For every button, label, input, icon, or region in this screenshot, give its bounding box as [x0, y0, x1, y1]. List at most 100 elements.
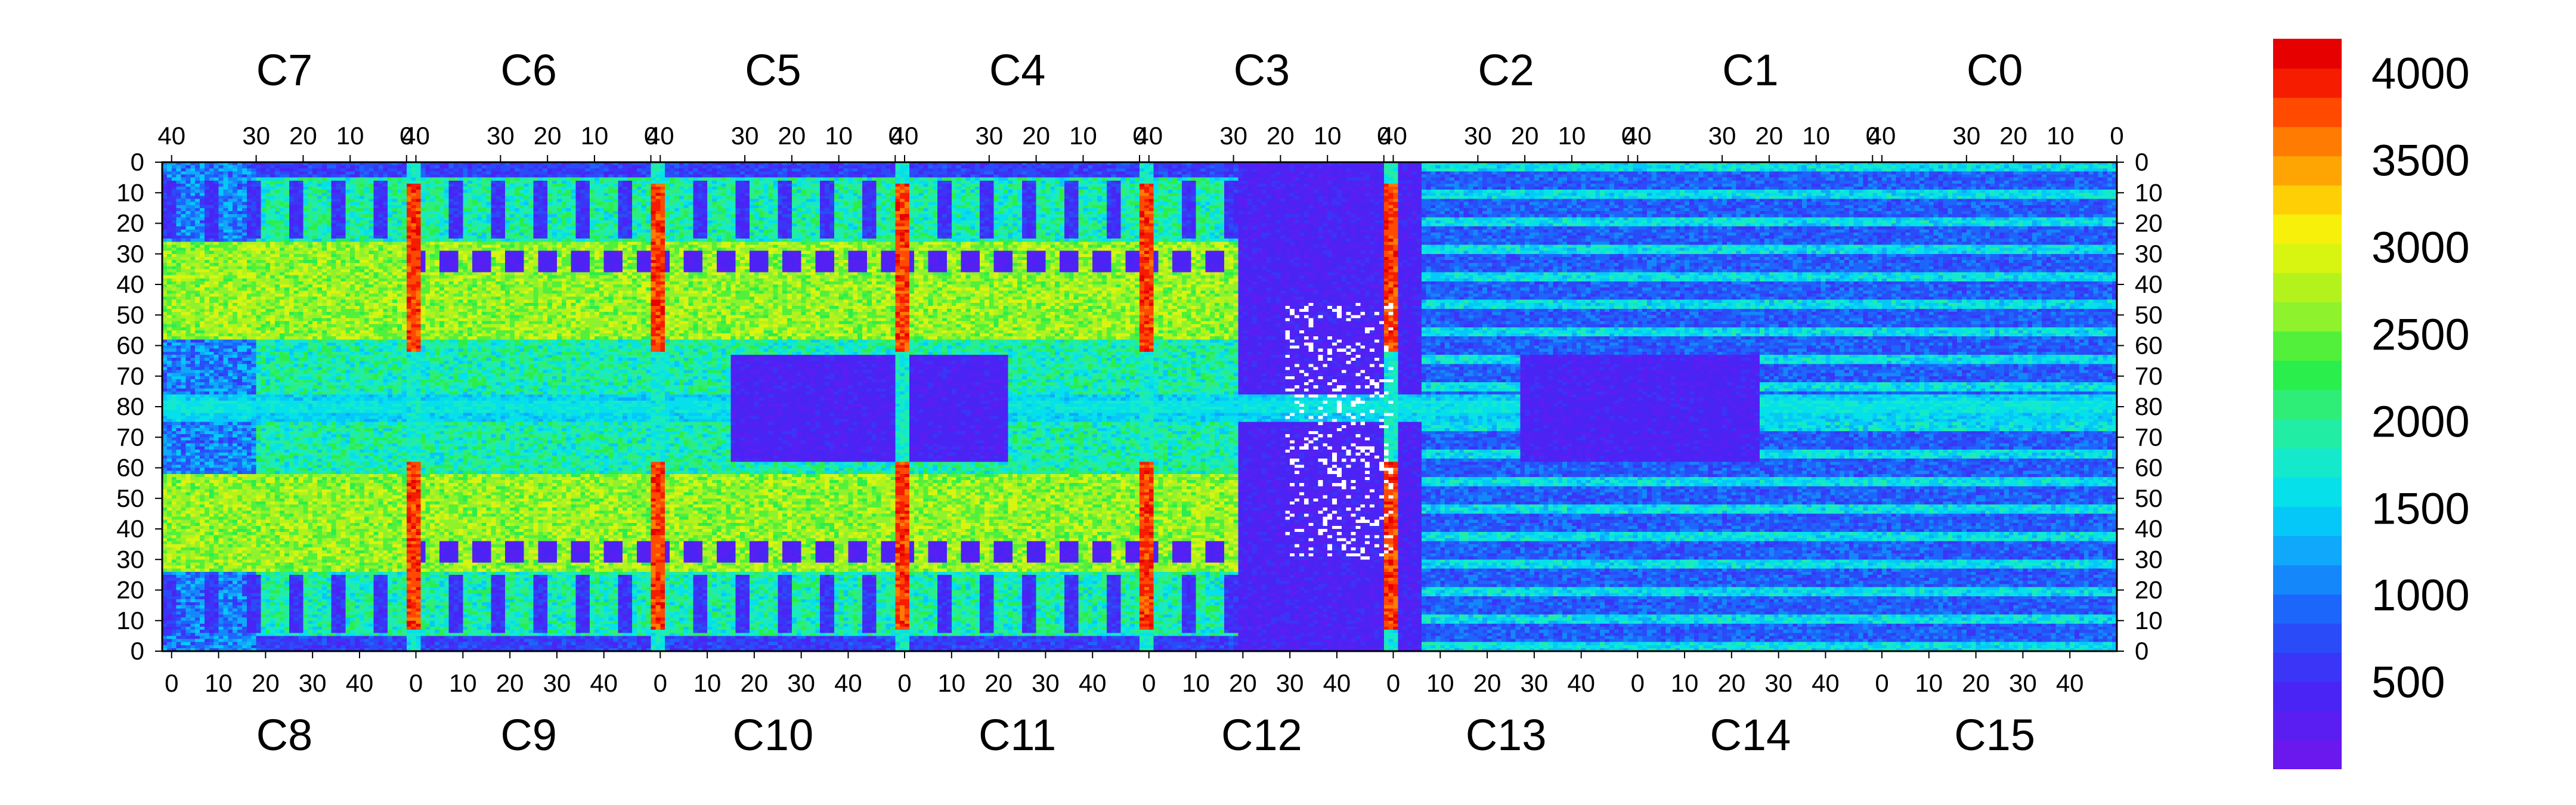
top-tick-label: 30: [1464, 122, 1492, 150]
right-tick-label: 40: [2135, 270, 2163, 298]
bottom-tick-label: 10: [693, 669, 722, 697]
top-tick-label: 30: [1708, 122, 1736, 150]
left-tick-label: 10: [116, 606, 144, 634]
top-tick-label: 40: [646, 122, 674, 150]
bottom-tick-label: 10: [1182, 669, 1210, 697]
top-tick-label: 10: [1558, 122, 1586, 150]
top-tick-label: 0: [888, 122, 902, 150]
top-tick-label: 0: [400, 122, 413, 150]
right-tick-label: 10: [2135, 178, 2163, 206]
bottom-tick-label: 0: [1386, 669, 1400, 697]
bottom-tick-label: 30: [787, 669, 815, 697]
bottom-chip-label: C12: [1221, 710, 1302, 760]
top-tick-label: 40: [157, 122, 185, 150]
top-tick-label: 40: [1135, 122, 1163, 150]
colorbar-tick-label: 2000: [2371, 397, 2470, 447]
bottom-chip-label: C9: [500, 710, 557, 760]
bottom-tick-label: 20: [1473, 669, 1501, 697]
top-chip-label: C7: [256, 45, 313, 95]
top-tick-label: 20: [1755, 122, 1784, 150]
top-tick-label: 10: [581, 122, 609, 150]
left-tick-label: 80: [116, 392, 144, 420]
bottom-chip-label: C14: [1710, 710, 1791, 760]
bottom-tick-label: 30: [1032, 669, 1060, 697]
right-tick-label: 10: [2135, 606, 2163, 634]
top-tick-label: 0: [1621, 122, 1635, 150]
right-tick-label: 30: [2135, 240, 2163, 268]
left-tick-label: 20: [116, 576, 144, 604]
bottom-tick-label: 0: [165, 669, 178, 697]
bottom-tick-label: 40: [1567, 669, 1595, 697]
bottom-tick-label: 10: [1915, 669, 1943, 697]
right-tick-label: 20: [2135, 576, 2163, 604]
top-chip-label: C5: [745, 45, 801, 95]
bottom-tick-label: 30: [299, 669, 327, 697]
right-tick-label: 30: [2135, 545, 2163, 573]
bottom-tick-label: 20: [252, 669, 280, 697]
colorbar-tick-label: 4000: [2371, 48, 2470, 98]
left-tick-label: 0: [131, 637, 144, 665]
left-tick-label: 0: [131, 148, 144, 176]
top-tick-label: 40: [402, 122, 430, 150]
bottom-tick-label: 0: [1142, 669, 1156, 697]
colorbar-tick-label: 1000: [2371, 570, 2470, 620]
bottom-tick-label: 10: [937, 669, 965, 697]
right-tick-label: 0: [2135, 148, 2148, 176]
bottom-tick-label: 0: [1875, 669, 1888, 697]
bottom-tick-label: 30: [2009, 669, 2037, 697]
left-tick-label: 40: [116, 270, 144, 298]
left-tick-label: 30: [116, 240, 144, 268]
bottom-tick-label: 20: [1717, 669, 1745, 697]
bottom-tick-label: 0: [1631, 669, 1645, 697]
top-chip-label: C3: [1233, 45, 1290, 95]
top-tick-label: 30: [487, 122, 515, 150]
top-tick-label: 30: [242, 122, 270, 150]
top-tick-label: 10: [1314, 122, 1342, 150]
top-tick-label: 10: [825, 122, 853, 150]
bottom-tick-label: 40: [346, 669, 374, 697]
top-tick-label: 30: [731, 122, 759, 150]
right-tick-label: 70: [2135, 423, 2163, 451]
top-tick-label: 10: [1069, 122, 1097, 150]
bottom-tick-label: 20: [496, 669, 524, 697]
bottom-tick-label: 20: [740, 669, 768, 697]
top-tick-label: 40: [891, 122, 919, 150]
colorbar-tick-label: 1500: [2371, 484, 2470, 533]
colorbar-tick-label: 3500: [2371, 135, 2470, 185]
top-chip-label: C1: [1722, 45, 1779, 95]
colorbar-tick-label: 3000: [2371, 222, 2470, 273]
bottom-tick-label: 30: [1764, 669, 1792, 697]
right-tick-label: 20: [2135, 209, 2163, 237]
top-tick-label: 10: [2046, 122, 2075, 150]
bottom-tick-label: 40: [1812, 669, 1840, 697]
top-chip-label: C4: [989, 45, 1046, 95]
bottom-tick-label: 40: [2056, 669, 2084, 697]
top-tick-label: 10: [1802, 122, 1830, 150]
left-tick-label: 50: [116, 301, 144, 329]
left-tick-label: 70: [116, 362, 144, 390]
bottom-tick-label: 40: [1079, 669, 1107, 697]
colorbar-tick-label: 2500: [2371, 309, 2470, 360]
top-tick-label: 40: [1624, 122, 1652, 150]
left-tick-label: 50: [116, 484, 144, 512]
bottom-chip-label: C15: [1954, 710, 2036, 760]
top-tick-label: 0: [1377, 122, 1391, 150]
bottom-tick-label: 0: [654, 669, 667, 697]
bottom-tick-label: 20: [984, 669, 1013, 697]
right-tick-label: 80: [2135, 392, 2163, 420]
left-tick-label: 60: [116, 454, 144, 482]
top-chip-label: C2: [1478, 45, 1534, 95]
bottom-tick-label: 10: [205, 669, 233, 697]
bottom-tick-label: 30: [1276, 669, 1304, 697]
bottom-tick-label: 30: [543, 669, 571, 697]
bottom-tick-label: 20: [1962, 669, 1990, 697]
bottom-tick-label: 10: [1426, 669, 1454, 697]
colorbar: [2273, 39, 2342, 769]
left-tick-label: 60: [116, 332, 144, 360]
top-tick-label: 20: [534, 122, 562, 150]
bottom-tick-label: 10: [449, 669, 477, 697]
top-tick-label: 20: [1999, 122, 2027, 150]
top-tick-label: 30: [975, 122, 1003, 150]
